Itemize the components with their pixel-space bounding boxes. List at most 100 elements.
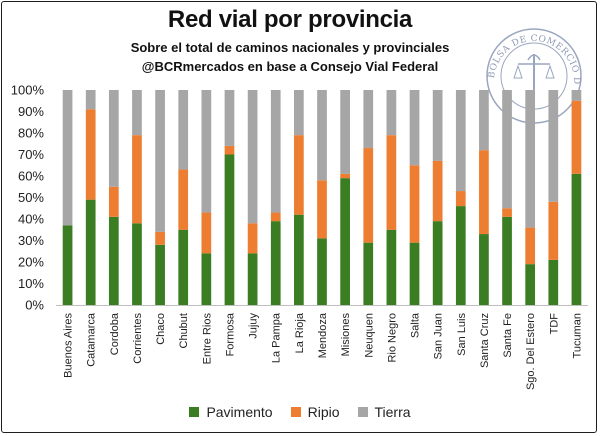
- bar-segment-tierra: [132, 90, 142, 136]
- bar-segment-tierra: [178, 90, 189, 170]
- x-category-label: Tucuman: [571, 313, 583, 358]
- bar-segment-tierra: [455, 90, 466, 192]
- legend-swatch-ripio: [290, 407, 301, 417]
- x-category-label: Chaco: [155, 313, 167, 345]
- bar-segment-pavimento: [178, 229, 189, 305]
- bar-segment-tierra: [155, 90, 165, 232]
- bar-segment-tierra: [409, 90, 420, 166]
- x-category-label: Mendoza: [317, 312, 329, 358]
- y-tick-label: 80%: [18, 126, 44, 141]
- bar-segment-pavimento: [294, 214, 304, 305]
- y-tick-label: 70%: [18, 147, 44, 162]
- bar-segment-pavimento: [108, 216, 119, 305]
- bar-segment-ripio: [502, 208, 512, 217]
- y-tick-label: 40%: [18, 212, 44, 227]
- bar-segment-ripio: [363, 148, 374, 243]
- bar-segment-tierra: [432, 90, 443, 161]
- bar-segment-pavimento: [132, 223, 142, 305]
- bar-segment-tierra: [201, 90, 212, 213]
- bar-segment-tierra: [247, 90, 258, 224]
- legend-item-ripio: Ripio: [290, 404, 340, 420]
- bar-segment-tierra: [340, 90, 350, 174]
- legend-swatch-pavimento: [189, 407, 200, 417]
- bar-segment-pavimento: [502, 216, 512, 305]
- x-category-label: San Juan: [433, 313, 445, 359]
- bar-segment-ripio: [386, 135, 397, 230]
- y-tick-label: 100%: [11, 83, 45, 98]
- bar-segment-pavimento: [386, 229, 397, 305]
- x-category-label: La Pampa: [271, 312, 283, 363]
- x-category-label: Corrientes: [132, 313, 144, 364]
- x-category-label: Salta: [410, 312, 422, 338]
- bar-segment-ripio: [294, 135, 304, 215]
- legend-label-pavimento: Pavimento: [206, 404, 273, 420]
- bar-segment-tierra: [224, 90, 235, 146]
- x-category-label: Neuquen: [363, 313, 375, 358]
- x-category-label: Formosa: [224, 312, 236, 356]
- bar-segment-tierra: [108, 90, 119, 187]
- bcr-seal-logo: BOLSA DE COMERCIO DE ROSARIO: [484, 26, 582, 124]
- bar-segment-tierra: [502, 90, 512, 209]
- bar-segment-tierra: [571, 90, 582, 101]
- y-axis-ticks: 0% 10% 20% 30% 40% 50% 60% 70% 80% 90% 100%: [11, 83, 45, 313]
- bar-segment-pavimento: [340, 178, 350, 305]
- legend-label-tierra: Tierra: [374, 404, 411, 420]
- x-category-label: La Rioja: [294, 312, 306, 353]
- bar-segment-ripio: [455, 191, 466, 207]
- bar-segment-tierra: [386, 90, 397, 136]
- bar-segment-pavimento: [224, 154, 235, 305]
- bar-segment-pavimento: [363, 242, 374, 305]
- chart-source: @BCRmercados en base a Consejo Vial Fede…: [141, 59, 439, 74]
- bar-segment-pavimento: [571, 173, 582, 305]
- bar-segment-tierra: [363, 90, 374, 149]
- x-axis-categories: Buenos Aires Catamarca Cordoba Corrientes Ch…: [63, 312, 584, 390]
- x-category-label: Jujuy: [248, 313, 260, 339]
- legend: Pavimento Ripio Tierra: [0, 404, 600, 420]
- bar-segment-ripio: [85, 109, 96, 200]
- bar-segment-ripio: [132, 135, 142, 224]
- bar-segment-ripio: [317, 180, 327, 239]
- bars: [62, 90, 582, 305]
- y-tick-label: 0%: [25, 298, 44, 313]
- bar-segment-tierra: [548, 90, 559, 202]
- bar-segment-ripio: [525, 227, 536, 265]
- x-category-label: Cordoba: [109, 312, 121, 355]
- bar-segment-tierra: [479, 90, 489, 151]
- bar-segment-pavimento: [479, 234, 489, 305]
- bar-segment-pavimento: [270, 221, 281, 305]
- bar-segment-pavimento: [155, 244, 165, 305]
- x-category-label: Santa Cruz: [479, 313, 491, 368]
- bar-segment-ripio: [108, 186, 119, 217]
- legend-label-ripio: Ripio: [307, 404, 340, 420]
- bar-segment-tierra: [270, 90, 281, 213]
- bar-segment-tierra: [317, 90, 327, 181]
- chart-title: Red vial por provincia: [167, 6, 413, 33]
- x-category-label: Rio Negro: [386, 313, 398, 363]
- bar-segment-tierra: [525, 90, 536, 228]
- y-tick-label: 20%: [18, 255, 44, 270]
- x-category-label: Catamarca: [86, 312, 98, 367]
- x-category-label: Sgo. Del Estero: [525, 313, 537, 390]
- y-tick-label: 60%: [18, 169, 44, 184]
- bar-segment-ripio: [479, 150, 489, 235]
- bar-segment-tierra: [85, 90, 96, 110]
- legend-swatch-tierra: [357, 407, 368, 417]
- bar-segment-pavimento: [548, 259, 559, 305]
- bar-segment-tierra: [294, 90, 304, 136]
- x-category-label: TDF: [548, 313, 560, 335]
- y-tick-label: 10%: [18, 276, 44, 291]
- bar-segment-ripio: [224, 145, 235, 155]
- bar-segment-pavimento: [62, 225, 73, 305]
- y-tick-label: 50%: [18, 190, 44, 205]
- bar-segment-pavimento: [525, 264, 536, 305]
- chart-subtitle: Sobre el total de caminos nacionales y p…: [130, 40, 450, 55]
- bar-segment-ripio: [548, 201, 559, 260]
- bar-segment-ripio: [155, 231, 165, 245]
- bar-segment-ripio: [201, 212, 212, 254]
- bar-segment-ripio: [409, 165, 420, 243]
- bar-segment-ripio: [247, 223, 258, 254]
- bar-segment-pavimento: [317, 238, 327, 305]
- legend-item-tierra: Tierra: [357, 404, 411, 420]
- bar-segment-ripio: [571, 100, 582, 174]
- bar-segment-ripio: [340, 173, 350, 179]
